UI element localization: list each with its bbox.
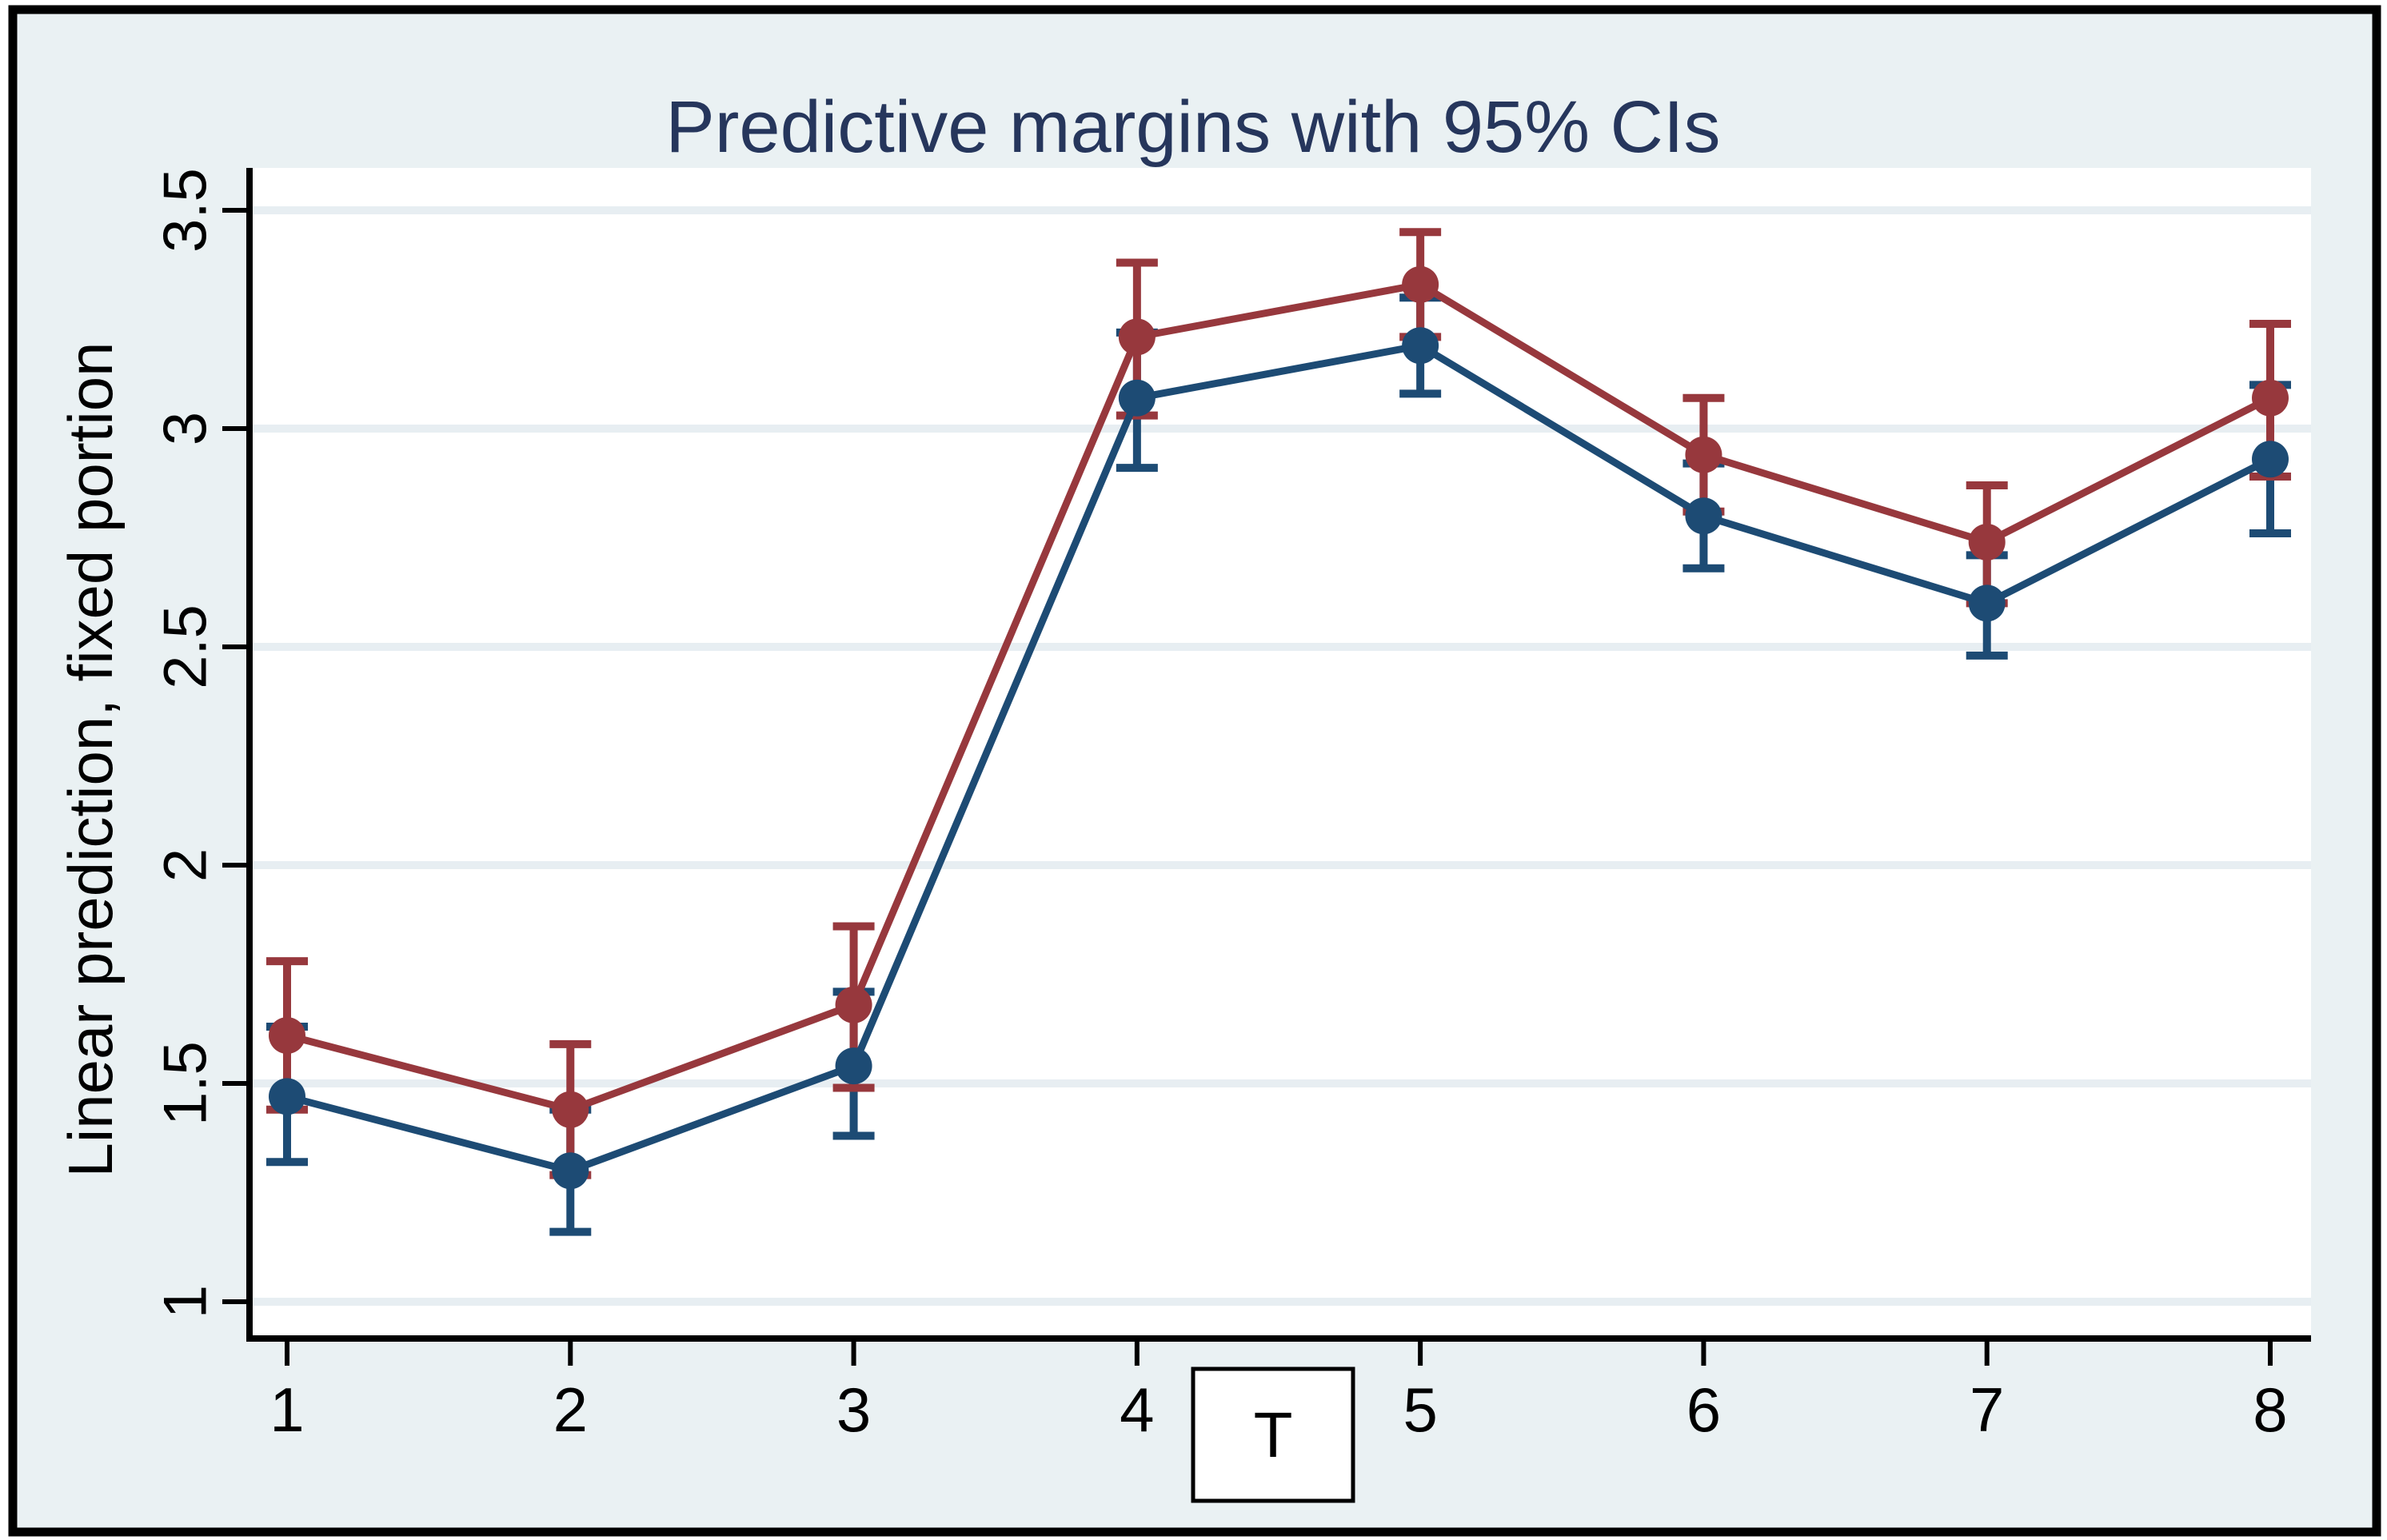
- data-point-group-2-maroon: [269, 1016, 305, 1054]
- y-tick-label: 1.5: [152, 1041, 220, 1126]
- data-point-group-2-maroon: [1968, 523, 2006, 561]
- plot-area: [249, 168, 2311, 1339]
- y-tick-label: 2: [152, 848, 220, 882]
- data-point-group-2-maroon: [1685, 436, 1722, 473]
- x-axis-title-box: [1191, 1366, 1355, 1503]
- data-point-group-1-navy: [835, 1047, 872, 1085]
- axes: [246, 168, 2311, 1342]
- data-point-group-1-navy: [1685, 497, 1722, 535]
- gridlines: [249, 206, 2311, 1306]
- data-point-group-2-maroon: [835, 986, 872, 1023]
- series-layer: [266, 228, 2291, 1236]
- x-tick-label: 4: [1120, 1374, 1154, 1445]
- data-point-group-2-maroon: [1402, 265, 1439, 303]
- chart-title: Predictive margins with 95% CIs: [665, 86, 1720, 168]
- x-tick-label: 5: [1403, 1374, 1437, 1445]
- y-tick-label: 1: [152, 1285, 220, 1319]
- x-tick-label: 3: [836, 1374, 871, 1445]
- y-axis-ticks: 1 1.5 2 2.5 3 3.5: [152, 168, 249, 1319]
- x-tick-label: 2: [553, 1374, 588, 1445]
- data-point-group-2-maroon: [1118, 318, 1156, 356]
- x-tick-label: 6: [1686, 1374, 1721, 1445]
- data-point-group-1-navy: [552, 1152, 589, 1190]
- x-axis-ticks: 1 2 3 4 5 6 7 8: [269, 1339, 2288, 1445]
- x-axis-title: T: [1254, 1399, 1293, 1470]
- data-point-group-1-navy: [1118, 379, 1156, 417]
- data-point-group-1-navy: [2252, 441, 2289, 478]
- y-tick-label: 3.5: [152, 168, 220, 253]
- x-tick-label: 7: [1970, 1374, 2004, 1445]
- y-tick-label: 3: [152, 412, 220, 445]
- data-point-group-2-maroon: [2252, 379, 2289, 417]
- data-point-group-1-navy: [1968, 584, 2006, 622]
- series-line-group-1-navy: [285, 341, 2273, 1175]
- data-point-group-1-navy: [1402, 327, 1439, 365]
- x-tick-label: 1: [269, 1374, 304, 1445]
- x-tick-label: 8: [2253, 1374, 2287, 1445]
- y-axis-title: Linear prediction, fixed portion: [55, 342, 126, 1178]
- y-tick-label: 2.5: [152, 604, 220, 689]
- data-point-group-2-maroon: [552, 1091, 589, 1128]
- series-line-group-2-maroon: [285, 281, 2273, 1114]
- data-point-group-1-navy: [269, 1078, 305, 1115]
